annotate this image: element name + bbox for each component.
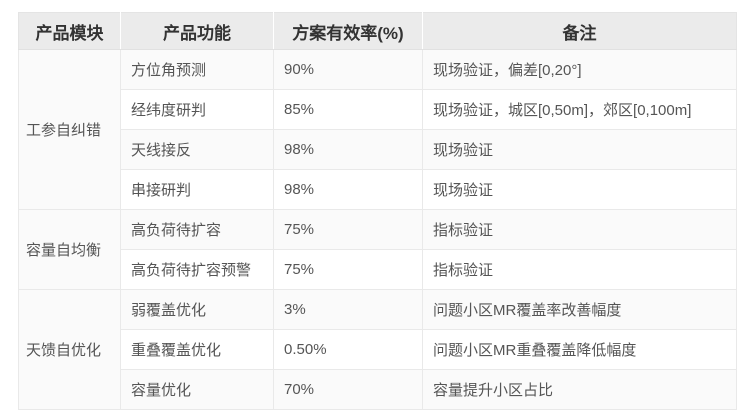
- cell-rate: 98%: [273, 129, 423, 170]
- table-row: 天馈自优化 弱覆盖优化 3% 问题小区MR覆盖率改善幅度: [18, 289, 737, 410]
- table-row: 经纬度研判 85% 现场验证，城区[0,50m]，郊区[0,100m]: [19, 89, 737, 130]
- cell-note: 问题小区MR重叠覆盖降低幅度: [422, 329, 737, 370]
- cell-function: 天线接反: [120, 129, 274, 170]
- cell-note: 现场验证，偏差[0,20°]: [422, 49, 737, 90]
- cell-rate: 90%: [273, 49, 423, 90]
- column-header-function: 产品功能: [120, 12, 274, 50]
- cell-note: 指标验证: [422, 249, 737, 290]
- product-table-container: 产品模块 产品功能 方案有效率(%) 备注 工参自纠错 方位角预测 90% 现场…: [18, 12, 737, 410]
- product-table: 产品模块 产品功能 方案有效率(%) 备注 工参自纠错 方位角预测 90% 现场…: [18, 12, 737, 410]
- cell-function: 串接研判: [120, 169, 274, 210]
- cell-note: 问题小区MR覆盖率改善幅度: [422, 289, 737, 330]
- cell-rate: 75%: [273, 209, 423, 250]
- cell-function: 高负荷待扩容: [120, 209, 274, 250]
- cell-rate: 3%: [273, 289, 423, 330]
- cell-function: 弱覆盖优化: [120, 289, 274, 330]
- table-row: 容量自均衡 高负荷待扩容 75% 指标验证: [18, 209, 737, 290]
- cell-function: 容量优化: [120, 369, 274, 410]
- cell-note: 现场验证，城区[0,50m]，郊区[0,100m]: [422, 89, 737, 130]
- table-row: 天线接反 98% 现场验证: [19, 129, 737, 170]
- table-row: 重叠覆盖优化 0.50% 问题小区MR重叠覆盖降低幅度: [19, 329, 737, 370]
- column-header-rate: 方案有效率(%): [273, 12, 423, 50]
- cell-rate: 75%: [273, 249, 423, 290]
- table-row: 串接研判 98% 现场验证: [19, 169, 737, 210]
- cell-note: 现场验证: [422, 169, 737, 210]
- cell-module: 容量自均衡: [18, 209, 121, 290]
- column-header-note: 备注: [422, 12, 737, 50]
- cell-rate: 85%: [273, 89, 423, 130]
- cell-note: 现场验证: [422, 129, 737, 170]
- cell-note: 容量提升小区占比: [422, 369, 737, 410]
- cell-rate: 0.50%: [273, 329, 423, 370]
- cell-function: 方位角预测: [120, 49, 274, 90]
- table-row: 容量优化 70% 容量提升小区占比: [19, 369, 737, 410]
- cell-rate: 70%: [273, 369, 423, 410]
- table-row: 高负荷待扩容预警 75% 指标验证: [19, 249, 737, 290]
- table-row: 工参自纠错 方位角预测 90% 现场验证，偏差[0,20°]: [18, 49, 737, 210]
- cell-function: 重叠覆盖优化: [120, 329, 274, 370]
- cell-module: 天馈自优化: [18, 289, 121, 410]
- header-row: 产品模块 产品功能 方案有效率(%) 备注: [18, 12, 737, 50]
- cell-module: 工参自纠错: [18, 49, 121, 210]
- cell-function: 高负荷待扩容预警: [120, 249, 274, 290]
- cell-rate: 98%: [273, 169, 423, 210]
- cell-note: 指标验证: [422, 209, 737, 250]
- cell-function: 经纬度研判: [120, 89, 274, 130]
- column-header-module: 产品模块: [18, 12, 121, 50]
